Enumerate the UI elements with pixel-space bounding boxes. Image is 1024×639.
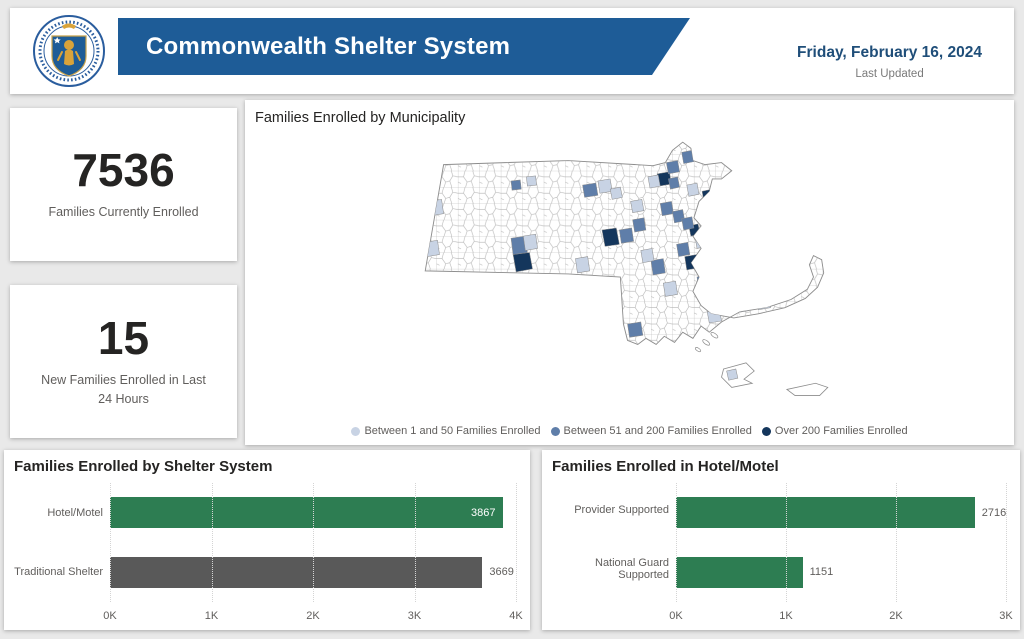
axis-tick-label: 3K [999, 610, 1013, 622]
gridline [110, 483, 111, 602]
last-updated-label: Last Updated [855, 68, 924, 80]
chart-families-by-shelter-system: Families Enrolled by Shelter System Hote… [4, 450, 530, 630]
category-label: National Guard Supported [595, 557, 669, 582]
category-axis: Hotel/Motel Traditional Shelter [10, 483, 110, 626]
kpi-label: New Families Enrolled in Last 24 Hours [41, 373, 206, 406]
bar-traditional-shelter[interactable] [110, 556, 483, 588]
chart-title: Families Enrolled in Hotel/Motel [552, 458, 779, 475]
page-title: Commonwealth Shelter System [146, 32, 511, 60]
axis-tick-label: 1K [204, 610, 219, 622]
category-label: Hotel/Motel [47, 506, 103, 519]
map-title: Families Enrolled by Municipality [255, 110, 466, 126]
last-updated-date: Friday, February 16, 2024 [797, 44, 982, 61]
kpi-card-families-enrolled: 7536 Families Currently Enrolled [10, 108, 237, 261]
axis-tick-label: 4K [509, 610, 523, 622]
bar-national-guard-supported[interactable] [676, 556, 803, 588]
header-bar: Commonwealth Shelter System Friday, Febr… [10, 8, 1014, 94]
gridline [1006, 483, 1007, 602]
map-panel: Families Enrolled by Municipality [245, 100, 1014, 445]
legend-dot-icon [351, 426, 361, 436]
bar-value-label: 2716 [981, 506, 1007, 519]
kpi-card-new-families-24h: 15 New Families Enrolled in Last 24 Hour… [10, 285, 237, 438]
bar-row: 3669 [110, 556, 516, 588]
legend-label: Between 51 and 200 Families Enrolled [563, 425, 752, 437]
bar-provider-supported[interactable] [676, 497, 975, 529]
plot-area: 2716 1151 [676, 483, 1007, 602]
axis-tick-label: 3K [407, 610, 422, 622]
axis-tick-label: 1K [779, 610, 793, 622]
bar-row: 3867 [110, 497, 516, 529]
bar-value-label: 3669 [489, 566, 514, 579]
gridline [896, 483, 897, 602]
axis-tick-label: 0K [103, 610, 117, 622]
massachusetts-choropleth-map[interactable] [415, 138, 885, 414]
axis-tick-label: 0K [669, 610, 683, 622]
plot-area: 3867 3669 [110, 483, 517, 602]
gridline [786, 483, 787, 602]
bar-row: 1151 [676, 556, 1006, 588]
value-axis: 0K 1K 2K 3K 4K [103, 602, 522, 626]
kpi-value: 7536 [72, 144, 175, 197]
legend-label: Over 200 Families Enrolled [774, 425, 908, 437]
gridline [211, 483, 213, 602]
legend-item[interactable]: Over 200 Families Enrolled [761, 425, 908, 437]
map-legend: Between 1 and 50 Families Enrolled Betwee… [245, 425, 1014, 437]
gridline [414, 483, 416, 602]
category-label: Provider Supported [574, 503, 669, 516]
bar-value-label: 3867 [471, 506, 496, 519]
axis-tick-label: 2K [306, 610, 320, 622]
legend-item[interactable]: Between 1 and 50 Families Enrolled [351, 425, 541, 437]
bar-hotel-motel[interactable]: 3867 [110, 497, 503, 529]
legend-dot-icon [761, 426, 771, 436]
legend-label: Between 1 and 50 Families Enrolled [364, 425, 541, 437]
bar-row: 2716 [676, 497, 1007, 529]
axis-tick-label: 2K [889, 610, 903, 622]
chart-families-in-hotel-motel: Families Enrolled in Hotel/Motel Provide… [542, 450, 1020, 630]
gridline [516, 483, 517, 602]
bar-value-label: 1151 [809, 566, 834, 579]
legend-item[interactable]: Between 51 and 200 Families Enrolled [550, 425, 752, 437]
kpi-label: Families Currently Enrolled [48, 205, 199, 220]
massachusetts-seal-icon [33, 15, 105, 87]
value-axis: 0K 1K 2K 3K [669, 602, 1012, 626]
gridline [676, 483, 677, 602]
title-banner: Commonwealth Shelter System [118, 18, 690, 75]
gridline [313, 483, 314, 602]
category-label: Traditional Shelter [14, 566, 103, 579]
kpi-value: 15 [97, 312, 150, 365]
chart-title: Families Enrolled by Shelter System [14, 458, 273, 475]
legend-dot-icon [550, 426, 560, 436]
last-updated-block: Friday, February 16, 2024 Last Updated [797, 44, 982, 80]
category-axis: Provider Supported National Guard Support… [548, 483, 676, 626]
